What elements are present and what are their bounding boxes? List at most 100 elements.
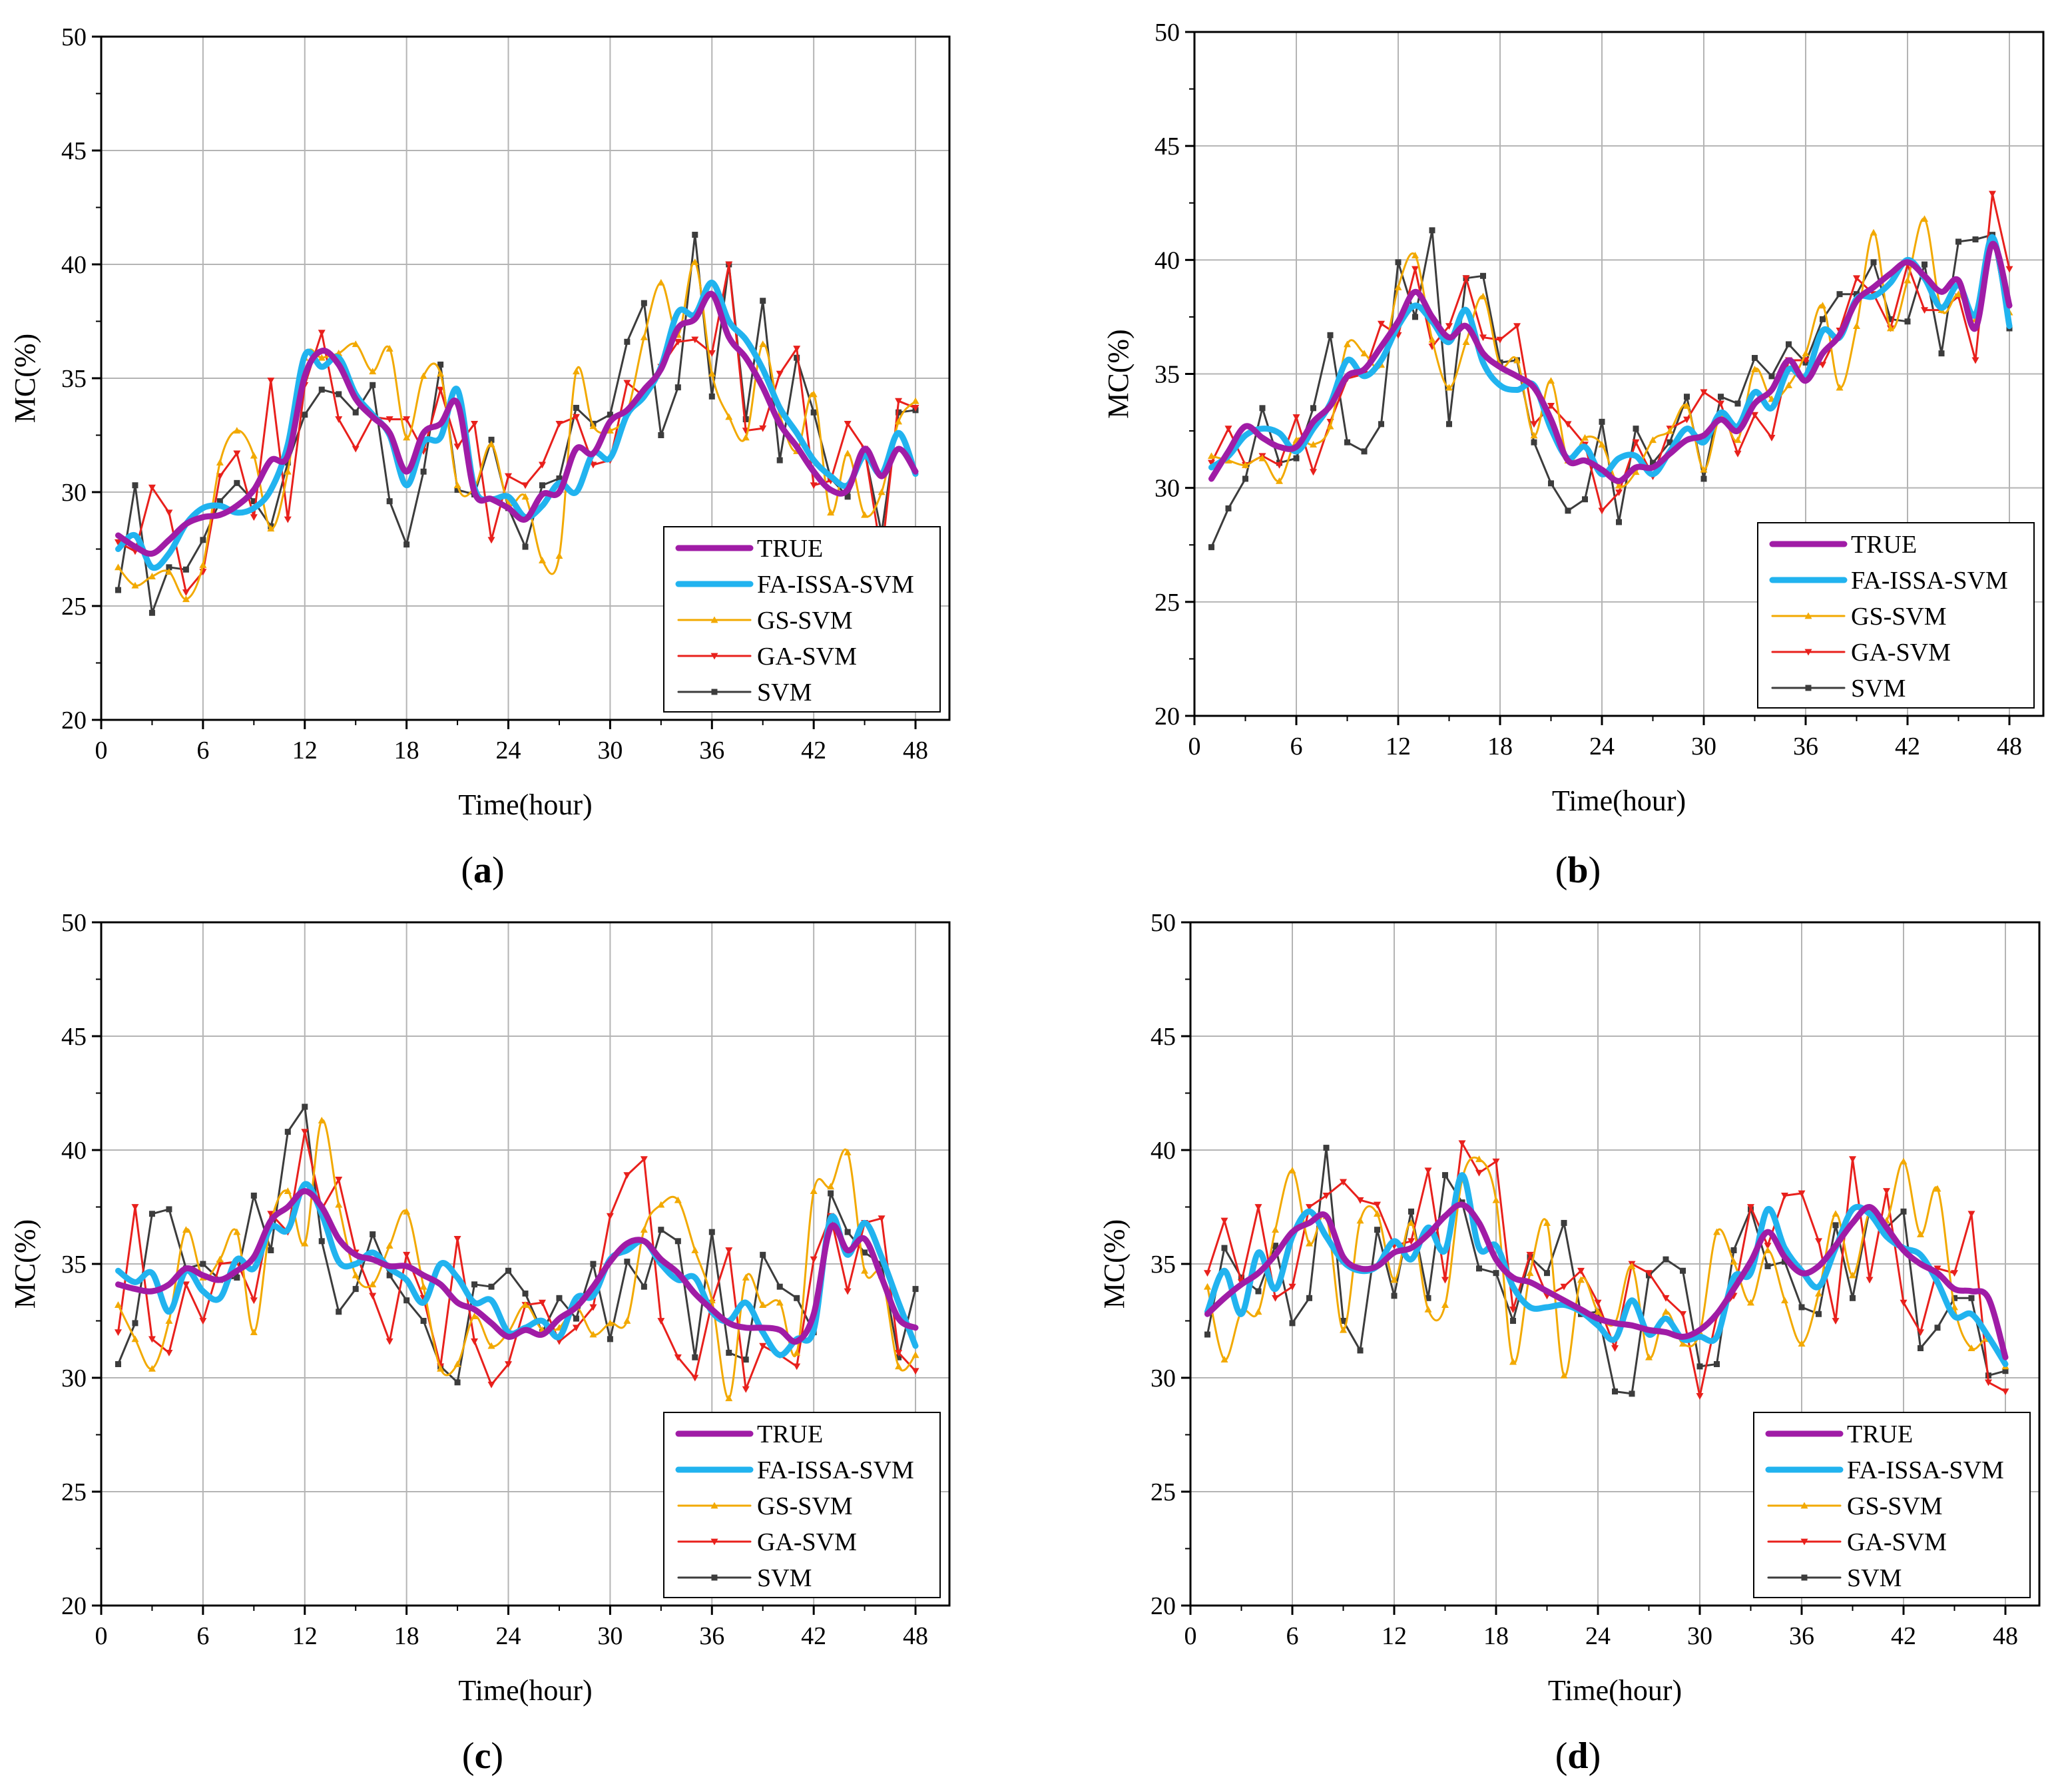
data-point xyxy=(674,1354,682,1361)
data-point xyxy=(1310,405,1316,412)
data-point xyxy=(233,427,241,434)
legend-label: GS-SVM xyxy=(1847,1492,1943,1520)
data-point xyxy=(369,368,377,375)
data-point xyxy=(1445,384,1453,391)
data-point xyxy=(1798,1340,1806,1347)
data-point xyxy=(1968,1295,1975,1301)
series-ga-svm xyxy=(1204,1140,2009,1400)
data-point xyxy=(1395,259,1402,266)
data-point xyxy=(148,573,156,579)
legend-item: GS-SVM xyxy=(677,1492,853,1520)
data-point xyxy=(115,587,121,593)
chart-panel-c: 0 6 12 18 24 30 36 42 48 20 25 30 35 40 45 50 Time(hour)… xyxy=(9,909,951,1777)
x-tick-label: 6 xyxy=(196,737,209,764)
data-point xyxy=(1971,357,1979,364)
caption-paren: ) xyxy=(491,1735,503,1777)
data-point xyxy=(1310,469,1317,476)
data-point xyxy=(1259,405,1266,412)
data-point xyxy=(437,361,444,368)
series-fa-issa-svm xyxy=(1204,1172,2009,1367)
data-point xyxy=(233,450,241,457)
data-point xyxy=(336,1309,342,1315)
data-point xyxy=(1785,382,1792,389)
data-point xyxy=(573,1315,579,1322)
data-point xyxy=(301,1239,309,1247)
data-point xyxy=(1344,439,1350,446)
data-point xyxy=(1718,394,1724,400)
data-point xyxy=(1531,439,1537,446)
data-point xyxy=(1476,1265,1482,1272)
data-point xyxy=(1323,1145,1330,1151)
data-point xyxy=(1922,261,1928,268)
chart-panel-b: 0 6 12 18 24 30 36 42 48 20 25 30 35 40 45 50 Time(hour)… xyxy=(1102,19,2045,891)
data-point xyxy=(1714,1360,1720,1367)
data-point xyxy=(1530,421,1538,428)
data-point xyxy=(760,1251,766,1258)
legend-item: TRUE xyxy=(1765,1420,1913,1448)
caption-letter: b xyxy=(1567,850,1588,891)
y-axis-label: MC(%) xyxy=(1098,1219,1131,1309)
series-true xyxy=(115,290,919,557)
data-point xyxy=(1564,421,1572,428)
data-point xyxy=(182,1281,190,1289)
data-point xyxy=(1662,1308,1670,1315)
legend-label: SVM xyxy=(1847,1564,1902,1592)
data-point xyxy=(1700,465,1708,473)
data-point xyxy=(1870,228,1878,236)
x-tick-label: 30 xyxy=(597,1622,623,1650)
caption-paren: ( xyxy=(462,1735,475,1777)
data-point xyxy=(1220,1217,1228,1225)
data-point xyxy=(1832,1222,1839,1229)
data-point xyxy=(1394,283,1402,290)
data-point xyxy=(1565,507,1571,514)
data-point xyxy=(1628,1262,1636,1269)
legend-item: GS-SVM xyxy=(1767,1492,1943,1520)
legend-marker xyxy=(711,1574,718,1581)
data-point xyxy=(1547,377,1555,384)
y-tick-label: 50 xyxy=(61,23,87,51)
data-point xyxy=(1700,475,1707,482)
chart-panel-d: 0 6 12 18 24 30 36 42 48 20 25 30 35 40 45 50 Time(hour)… xyxy=(1098,909,2041,1777)
data-point xyxy=(131,1204,139,1211)
data-point xyxy=(148,1211,155,1217)
data-point xyxy=(1204,1283,1211,1290)
data-point xyxy=(607,412,613,418)
data-point xyxy=(640,1226,648,1233)
data-point xyxy=(1717,400,1724,408)
series-true xyxy=(1208,240,2013,484)
y-tick-label: 25 xyxy=(1151,1478,1176,1506)
data-point xyxy=(1985,1379,1992,1386)
data-point xyxy=(1526,1251,1534,1259)
y-tick-label: 20 xyxy=(1155,703,1180,731)
data-point xyxy=(148,1336,156,1343)
data-point xyxy=(1645,1353,1653,1360)
data-point xyxy=(725,1247,733,1254)
series-line-fa-issa-svm xyxy=(1208,234,2013,477)
y-tick-label: 45 xyxy=(61,1023,87,1051)
data-point xyxy=(624,338,631,345)
data-point xyxy=(1446,421,1452,428)
data-point xyxy=(827,1183,835,1190)
data-point xyxy=(1951,1295,1957,1301)
x-tick-label: 30 xyxy=(597,737,623,764)
legend-item: SVM xyxy=(677,679,812,707)
data-point xyxy=(1462,338,1470,345)
legend-label: GA-SVM xyxy=(1851,639,1951,667)
data-point xyxy=(725,261,733,268)
data-point xyxy=(1326,422,1334,430)
data-point xyxy=(1683,416,1690,424)
data-point xyxy=(521,493,529,500)
data-point xyxy=(165,1317,173,1324)
data-point xyxy=(471,421,479,428)
data-point xyxy=(114,1301,122,1308)
data-point xyxy=(793,1363,801,1370)
data-point xyxy=(1849,1271,1856,1279)
data-point xyxy=(793,1348,801,1356)
data-point xyxy=(1967,1211,1975,1218)
data-point xyxy=(1904,318,1911,325)
y-tick-label: 25 xyxy=(61,593,87,621)
data-point xyxy=(1900,1208,1907,1215)
data-point xyxy=(726,1349,732,1356)
data-point xyxy=(1615,489,1623,497)
series-line-svm xyxy=(117,234,917,614)
